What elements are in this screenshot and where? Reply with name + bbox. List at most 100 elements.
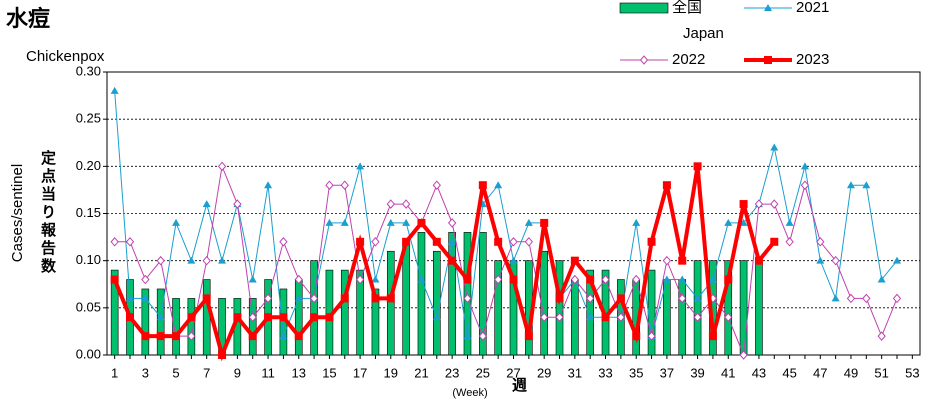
x-tick-label: 45 xyxy=(782,365,796,380)
marker xyxy=(340,294,349,303)
x-tick-label: 33 xyxy=(598,365,612,380)
marker xyxy=(724,312,733,323)
marker xyxy=(463,275,472,284)
marker xyxy=(309,293,319,304)
x-tick-label: 47 xyxy=(813,365,827,380)
x-tick-label: 35 xyxy=(629,365,643,380)
marker xyxy=(662,181,671,190)
marker xyxy=(325,313,334,322)
marker xyxy=(708,332,717,341)
marker xyxy=(371,294,380,303)
x-tick-label: 41 xyxy=(721,365,735,380)
marker xyxy=(126,313,135,322)
bar xyxy=(755,260,763,356)
y-tick-label: 0.30 xyxy=(76,63,101,78)
x-tick-label: 53 xyxy=(905,365,919,380)
marker xyxy=(125,237,135,247)
marker xyxy=(141,294,150,302)
marker xyxy=(248,275,257,283)
y-tick-label: 0.25 xyxy=(76,111,101,126)
bar xyxy=(678,279,687,356)
bar xyxy=(371,288,380,356)
x-axis-label: 週 xyxy=(512,377,527,394)
marker xyxy=(524,237,534,247)
marker xyxy=(524,332,533,341)
marker xyxy=(463,332,472,340)
marker xyxy=(601,313,610,322)
marker xyxy=(693,294,702,302)
x-tick-label: 23 xyxy=(445,365,459,380)
x-tick-label: 27 xyxy=(506,365,520,380)
bar xyxy=(571,279,579,356)
marker xyxy=(862,293,871,304)
marker xyxy=(877,331,886,341)
marker xyxy=(156,313,165,321)
marker xyxy=(616,294,625,303)
marker xyxy=(739,200,748,209)
marker xyxy=(892,256,901,264)
bar xyxy=(187,298,196,356)
y-tick-label: 0.10 xyxy=(76,252,101,267)
x-tick-label: 37 xyxy=(660,365,674,380)
x-tick-label: 51 xyxy=(874,365,888,380)
marker xyxy=(310,313,319,322)
y-tick-label: 0.00 xyxy=(76,346,101,361)
bar xyxy=(479,232,487,356)
x-tick-label: 19 xyxy=(384,365,398,380)
x-tick-label: 21 xyxy=(414,365,428,380)
marker xyxy=(356,162,365,170)
x-tick-label: 9 xyxy=(234,365,241,380)
marker xyxy=(417,275,426,283)
x-tick-label: 13 xyxy=(292,365,306,380)
legend-label: 2021 xyxy=(796,0,829,16)
marker xyxy=(325,218,334,226)
marker xyxy=(678,275,687,283)
marker xyxy=(739,218,748,226)
y-tick-label: 0.05 xyxy=(76,299,101,314)
marker xyxy=(264,313,273,322)
marker xyxy=(218,351,227,359)
bar xyxy=(555,260,564,356)
x-tick-label: 15 xyxy=(322,365,336,380)
marker xyxy=(218,256,227,264)
marker xyxy=(294,274,303,285)
marker xyxy=(248,332,257,341)
line xyxy=(114,90,898,337)
marker xyxy=(877,275,886,283)
marker xyxy=(570,274,580,285)
x-tick-label: 43 xyxy=(752,365,766,380)
marker xyxy=(509,237,518,247)
marker xyxy=(233,199,242,209)
x-tick-label: 3 xyxy=(142,365,149,380)
y-axis-label: Cases/sentinel xyxy=(9,164,26,262)
marker xyxy=(340,218,349,226)
legend-label: 全国 xyxy=(672,0,702,16)
marker xyxy=(264,181,273,189)
marker xyxy=(110,237,119,247)
marker xyxy=(770,143,779,151)
bar xyxy=(310,260,318,356)
bar xyxy=(356,269,364,356)
bar xyxy=(294,279,303,356)
legend-label: 2023 xyxy=(796,51,829,68)
x-tick-label: 5 xyxy=(172,365,179,380)
y-tick-label: 0.15 xyxy=(76,205,101,220)
marker xyxy=(325,180,334,190)
bar xyxy=(156,288,165,356)
marker xyxy=(632,218,641,226)
marker xyxy=(402,237,411,246)
marker xyxy=(724,218,733,226)
marker xyxy=(754,256,763,265)
marker xyxy=(509,256,518,264)
marker xyxy=(754,199,764,209)
bar xyxy=(448,232,456,356)
marker xyxy=(785,237,794,247)
marker xyxy=(386,199,395,209)
marker xyxy=(770,237,779,246)
marker xyxy=(616,312,626,323)
marker xyxy=(156,332,165,341)
marker xyxy=(217,161,227,172)
marker xyxy=(294,294,303,302)
marker xyxy=(586,275,595,284)
